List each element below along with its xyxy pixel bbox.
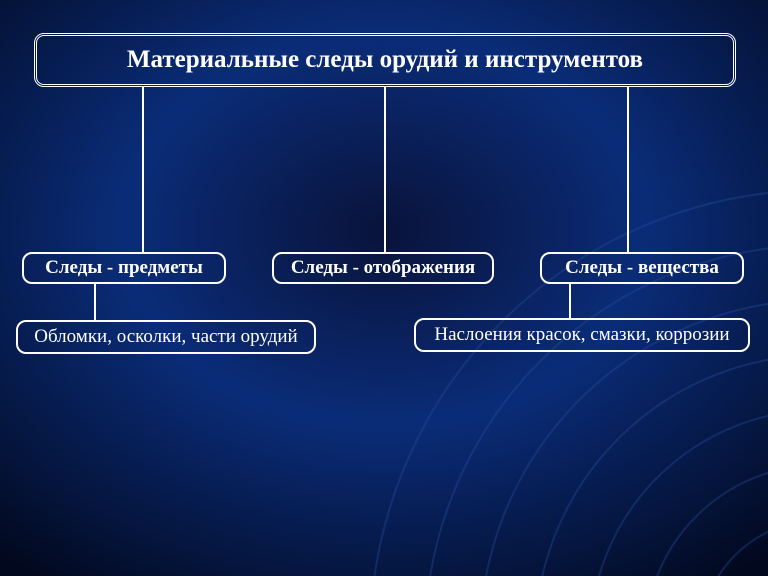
title-box: Материальные следы орудий и инструментов [34, 33, 736, 87]
branch-box-reflections: Следы - отображения [272, 252, 494, 284]
diagram-stage: Материальные следы орудий и инструментов… [0, 0, 768, 576]
leaf-box-substances: Наслоения красок, смазки, коррозии [414, 318, 750, 352]
branch-box-objects: Следы - предметы [22, 252, 226, 284]
branch-box-substances: Следы - вещества [540, 252, 744, 284]
leaf-box-objects: Обломки, осколки, части орудий [16, 320, 316, 354]
